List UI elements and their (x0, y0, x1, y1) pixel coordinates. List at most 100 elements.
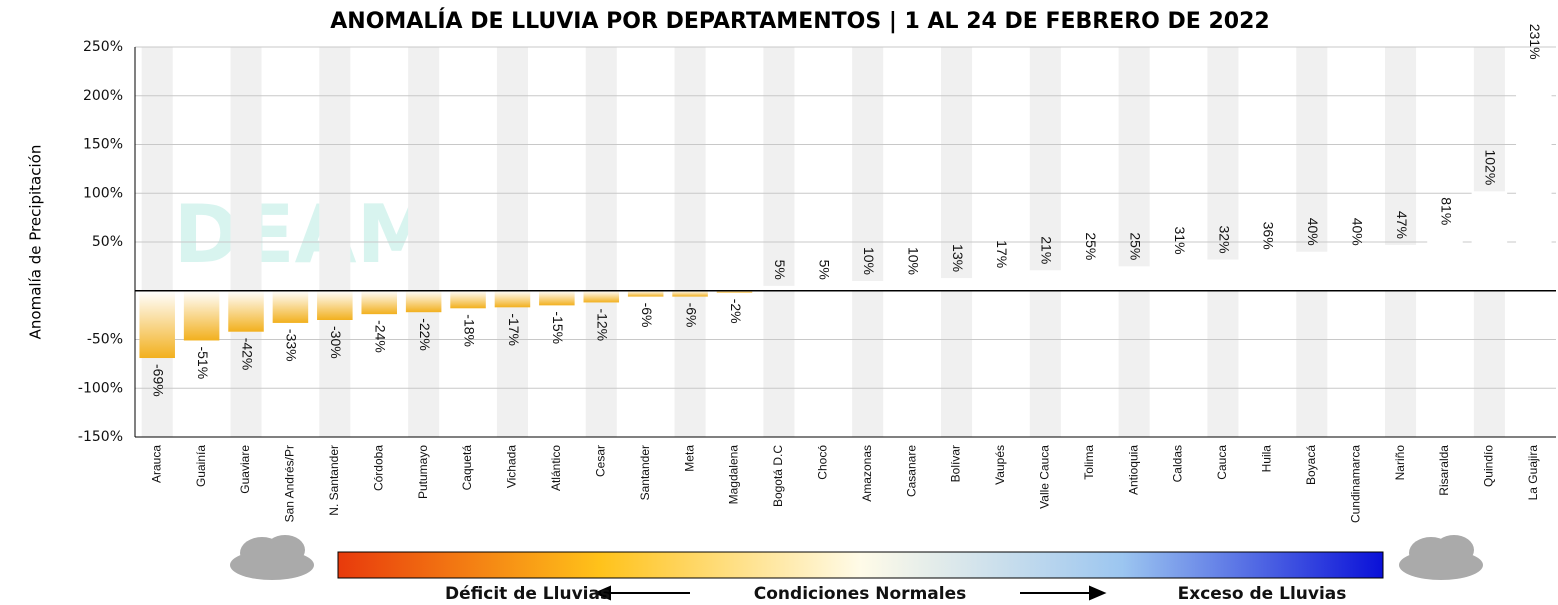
x-tick-label: Guaviare (238, 445, 252, 494)
bar (183, 290, 220, 341)
bar (716, 290, 753, 293)
bar (1382, 244, 1419, 291)
x-tick-label: Vichada (505, 445, 519, 488)
x-tick-label: Nariño (1393, 445, 1407, 481)
value-label: -33% (284, 329, 300, 362)
value-label: 32% (1216, 226, 1232, 254)
bar (1027, 270, 1064, 291)
value-label: 17% (994, 240, 1010, 268)
value-label: -12% (595, 308, 611, 341)
x-tick-label: Cesar (593, 445, 607, 477)
value-label: 36% (1261, 222, 1277, 250)
bar (805, 285, 842, 291)
bar (361, 290, 397, 315)
bar (450, 290, 486, 309)
value-label: -24% (373, 320, 389, 353)
x-tick-label: San Andrés/Pr (283, 445, 297, 522)
bar (1116, 266, 1152, 291)
bar (1294, 251, 1330, 291)
value-label: -30% (328, 326, 344, 359)
value-label: -18% (461, 314, 477, 347)
y-tick-label: 200% (83, 88, 123, 104)
bar (672, 290, 708, 297)
y-axis-label: Anomalía de Precipitación (27, 145, 45, 340)
bar (317, 290, 353, 320)
value-label: 40% (1349, 218, 1365, 246)
value-label: 13% (950, 244, 966, 272)
x-tick-label: Valle Cauca (1038, 445, 1052, 509)
value-label: -69% (151, 364, 167, 397)
bar (1471, 191, 1508, 291)
bar (405, 290, 442, 313)
bar (1205, 259, 1241, 291)
value-label: 25% (1127, 232, 1143, 260)
bar (938, 278, 975, 291)
value-label: -42% (239, 338, 255, 371)
bar (627, 290, 664, 297)
x-tick-label: Bogotá D.C (771, 445, 785, 507)
bar (849, 281, 886, 291)
value-label: 21% (1039, 236, 1055, 264)
x-tick-label: Córdoba (371, 445, 385, 491)
bar (583, 290, 620, 303)
legend-label: Condiciones Normales (754, 584, 966, 604)
x-tick-label: Meta (682, 445, 696, 472)
x-tick-label: Quindío (1482, 445, 1496, 487)
x-tick-label: Tolima (1082, 445, 1096, 480)
bar (139, 290, 175, 359)
bar (983, 274, 1019, 291)
y-tick-label: 150% (83, 137, 123, 153)
x-tick-label: Boyacá (1304, 445, 1318, 485)
value-label: -6% (683, 303, 699, 328)
x-tick-label: Antioquia (1126, 445, 1140, 495)
value-label: 5% (817, 260, 833, 280)
value-label: -2% (728, 299, 744, 324)
x-tick-label: Caquetá (460, 445, 474, 491)
bar (761, 285, 797, 291)
value-label: 10% (861, 247, 877, 275)
x-tick-label: Atlántico (549, 445, 563, 491)
y-tick-label: -100% (78, 380, 123, 396)
value-label: -51% (195, 346, 211, 379)
bar (539, 290, 575, 306)
value-label: -15% (550, 311, 566, 344)
value-label: 10% (905, 247, 921, 275)
x-tick-label: Chocó (815, 445, 829, 480)
value-label: 40% (1305, 218, 1321, 246)
bar (1249, 255, 1286, 291)
bar (1338, 251, 1374, 291)
x-tick-label: La Guajira (1526, 445, 1540, 501)
color-bar (337, 551, 1384, 579)
chart-title: ANOMALÍA DE LLUVIA POR DEPARTAMENTOS | 1… (330, 8, 1269, 34)
x-tick-label: Putumayo (416, 445, 430, 499)
x-tick-label: Cundinamarca (1348, 445, 1362, 523)
bar (272, 290, 309, 323)
x-tick-label: Amazonas (860, 445, 874, 502)
x-tick-label: Guainía (194, 445, 208, 487)
value-label: -6% (639, 303, 655, 328)
cloud-icon (230, 535, 1483, 580)
x-tick-label: Cauca (1215, 445, 1229, 480)
x-tick-label: Magdalena (727, 445, 741, 505)
value-label: 231% (1527, 24, 1543, 60)
watermark: IDEAM (144, 188, 436, 281)
x-tick-label: Bolívar (949, 445, 963, 482)
bar (228, 290, 264, 332)
y-tick-label: -50% (87, 332, 123, 348)
x-tick-label: Santander (638, 445, 652, 500)
legend-label: Déficit de Lluvias (445, 584, 610, 604)
bar (1427, 231, 1463, 291)
y-tick-label: 250% (83, 39, 123, 55)
value-label: -17% (506, 313, 522, 346)
x-tick-label: Vaupés (993, 445, 1007, 485)
x-tick-label: Caldas (1171, 445, 1185, 482)
x-tick-label: N. Santander (327, 445, 341, 516)
y-tick-label: -150% (78, 429, 123, 445)
value-label: 47% (1394, 211, 1410, 239)
legend-label: Exceso de Lluvias (1178, 584, 1347, 604)
value-label: -22% (417, 318, 433, 351)
bar (1071, 266, 1108, 291)
value-label: 102% (1483, 149, 1499, 185)
x-tick-label: Arauca (149, 445, 163, 483)
